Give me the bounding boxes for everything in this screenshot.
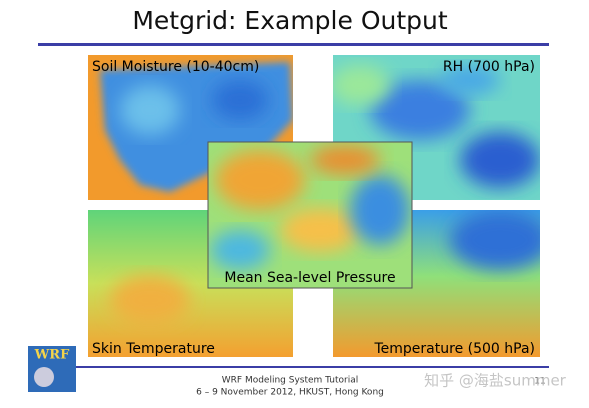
footer-line: 6 – 9 November 2012, HKUST, Hong Kong — [196, 388, 384, 398]
panel-label: Mean Sea-level Pressure — [224, 270, 395, 286]
footer-line: WRF Modeling System Tutorial — [222, 376, 359, 386]
soil-moisture-map — [88, 55, 293, 200]
logo-box — [28, 346, 76, 392]
mslp-map — [208, 142, 412, 288]
logo-text: WRF — [34, 348, 70, 363]
panel-label: Skin Temperature — [92, 341, 215, 357]
temperature-500-map — [333, 210, 540, 357]
panel-label: RH (700 hPa) — [443, 59, 535, 75]
mslp-frame — [207, 141, 413, 289]
footer-rule — [38, 366, 549, 368]
logo-globe — [34, 367, 54, 387]
title-rule — [38, 43, 549, 46]
page-number: 11 — [534, 377, 545, 387]
watermark: 知乎 @海盐summer — [424, 372, 567, 390]
panel-label: Soil Moisture (10-40cm) — [92, 59, 259, 75]
panel-label: Temperature (500 hPa) — [374, 341, 536, 357]
slide-title: Metgrid: Example Output — [132, 6, 448, 35]
